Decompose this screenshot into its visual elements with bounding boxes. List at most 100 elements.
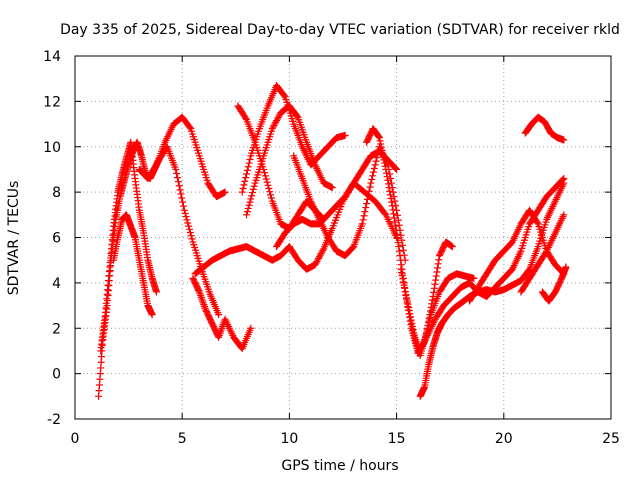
grid [75, 56, 611, 419]
data-point [430, 284, 438, 292]
data-point [184, 219, 192, 227]
data-point [195, 287, 203, 295]
data-point [384, 176, 392, 184]
data-point [407, 313, 415, 321]
y-tick-label: 0 [52, 367, 61, 383]
data-point [383, 169, 391, 177]
data-point [358, 220, 366, 228]
data-point [386, 187, 394, 195]
data-point [188, 235, 196, 243]
data-point [395, 247, 403, 255]
data-point [243, 211, 251, 219]
data-point [396, 252, 404, 260]
data-point [268, 125, 276, 133]
data-point [381, 209, 389, 217]
data-point [425, 318, 433, 326]
data-point [173, 174, 181, 182]
y-axis-title: SDTVAR / TECUs [6, 181, 22, 296]
series-sat-b [97, 138, 160, 355]
series-sat-q [465, 206, 568, 305]
series-sat-r [517, 211, 568, 296]
data-point [398, 272, 406, 280]
data-point [249, 189, 257, 197]
data-point [399, 246, 407, 254]
data-point [390, 210, 398, 218]
data-point [175, 182, 183, 190]
data-point [186, 229, 194, 237]
data-point [349, 243, 357, 251]
y-tick-labels: -2 0 2 4 6 8 10 12 14 [43, 49, 61, 428]
data-point [314, 256, 322, 264]
data-point [393, 230, 401, 238]
data-point [560, 136, 568, 144]
data-point [315, 254, 323, 262]
data-point [387, 179, 395, 187]
data-point [221, 188, 229, 196]
data-point [432, 276, 440, 284]
data-point [433, 268, 441, 276]
data-point [363, 195, 371, 203]
data-point [275, 112, 283, 120]
data-point [319, 246, 327, 254]
data-point [559, 175, 567, 183]
y-tick-label: 14 [43, 49, 61, 65]
data-point [389, 206, 397, 214]
data-point [179, 198, 187, 206]
data-point [384, 180, 392, 188]
data-point [428, 296, 436, 304]
data-point [401, 284, 409, 292]
data-point [313, 258, 321, 266]
data-point [388, 202, 396, 210]
data-point [265, 184, 273, 192]
data-point [398, 268, 406, 276]
data-point [525, 266, 533, 274]
data-point [428, 300, 436, 308]
axis-ticks [74, 55, 612, 420]
data-point [427, 303, 435, 311]
data-point [246, 198, 254, 206]
data-point [401, 287, 409, 295]
data-point [378, 146, 386, 154]
data-point [274, 113, 282, 121]
data-point [215, 311, 223, 319]
x-tick-label: 0 [71, 431, 80, 447]
y-tick-label: 6 [52, 231, 61, 247]
y-tick-label: 8 [52, 185, 61, 201]
data-point [379, 153, 387, 161]
data-point [415, 348, 423, 356]
data-point [250, 182, 258, 190]
data-point [361, 208, 369, 216]
y-tick-label: 2 [52, 321, 61, 337]
series-sat-t [538, 263, 570, 305]
data-point [397, 256, 405, 264]
x-tick-label: 20 [495, 431, 513, 447]
data-point [248, 192, 256, 200]
data-point [533, 219, 541, 227]
data-point [392, 226, 400, 234]
data-point [240, 181, 248, 189]
x-tick-label: 25 [602, 431, 620, 447]
data-point [391, 197, 399, 205]
data-point [244, 163, 252, 171]
data-point [387, 194, 395, 202]
data-point [176, 186, 184, 194]
data-point [264, 181, 272, 189]
data-marks [95, 81, 570, 400]
y-tick-label: 12 [43, 94, 61, 110]
data-point [181, 209, 189, 217]
data-point [242, 114, 250, 122]
data-point [273, 117, 281, 125]
data-point [241, 177, 249, 185]
data-point [391, 218, 399, 226]
data-point [432, 272, 440, 280]
data-point [377, 140, 385, 148]
data-point [365, 187, 373, 195]
data-point [311, 261, 319, 269]
data-point [390, 214, 398, 222]
data-point [174, 178, 182, 186]
data-point [430, 288, 438, 296]
data-point [187, 232, 195, 240]
data-point [420, 338, 428, 346]
data-point [393, 234, 401, 242]
